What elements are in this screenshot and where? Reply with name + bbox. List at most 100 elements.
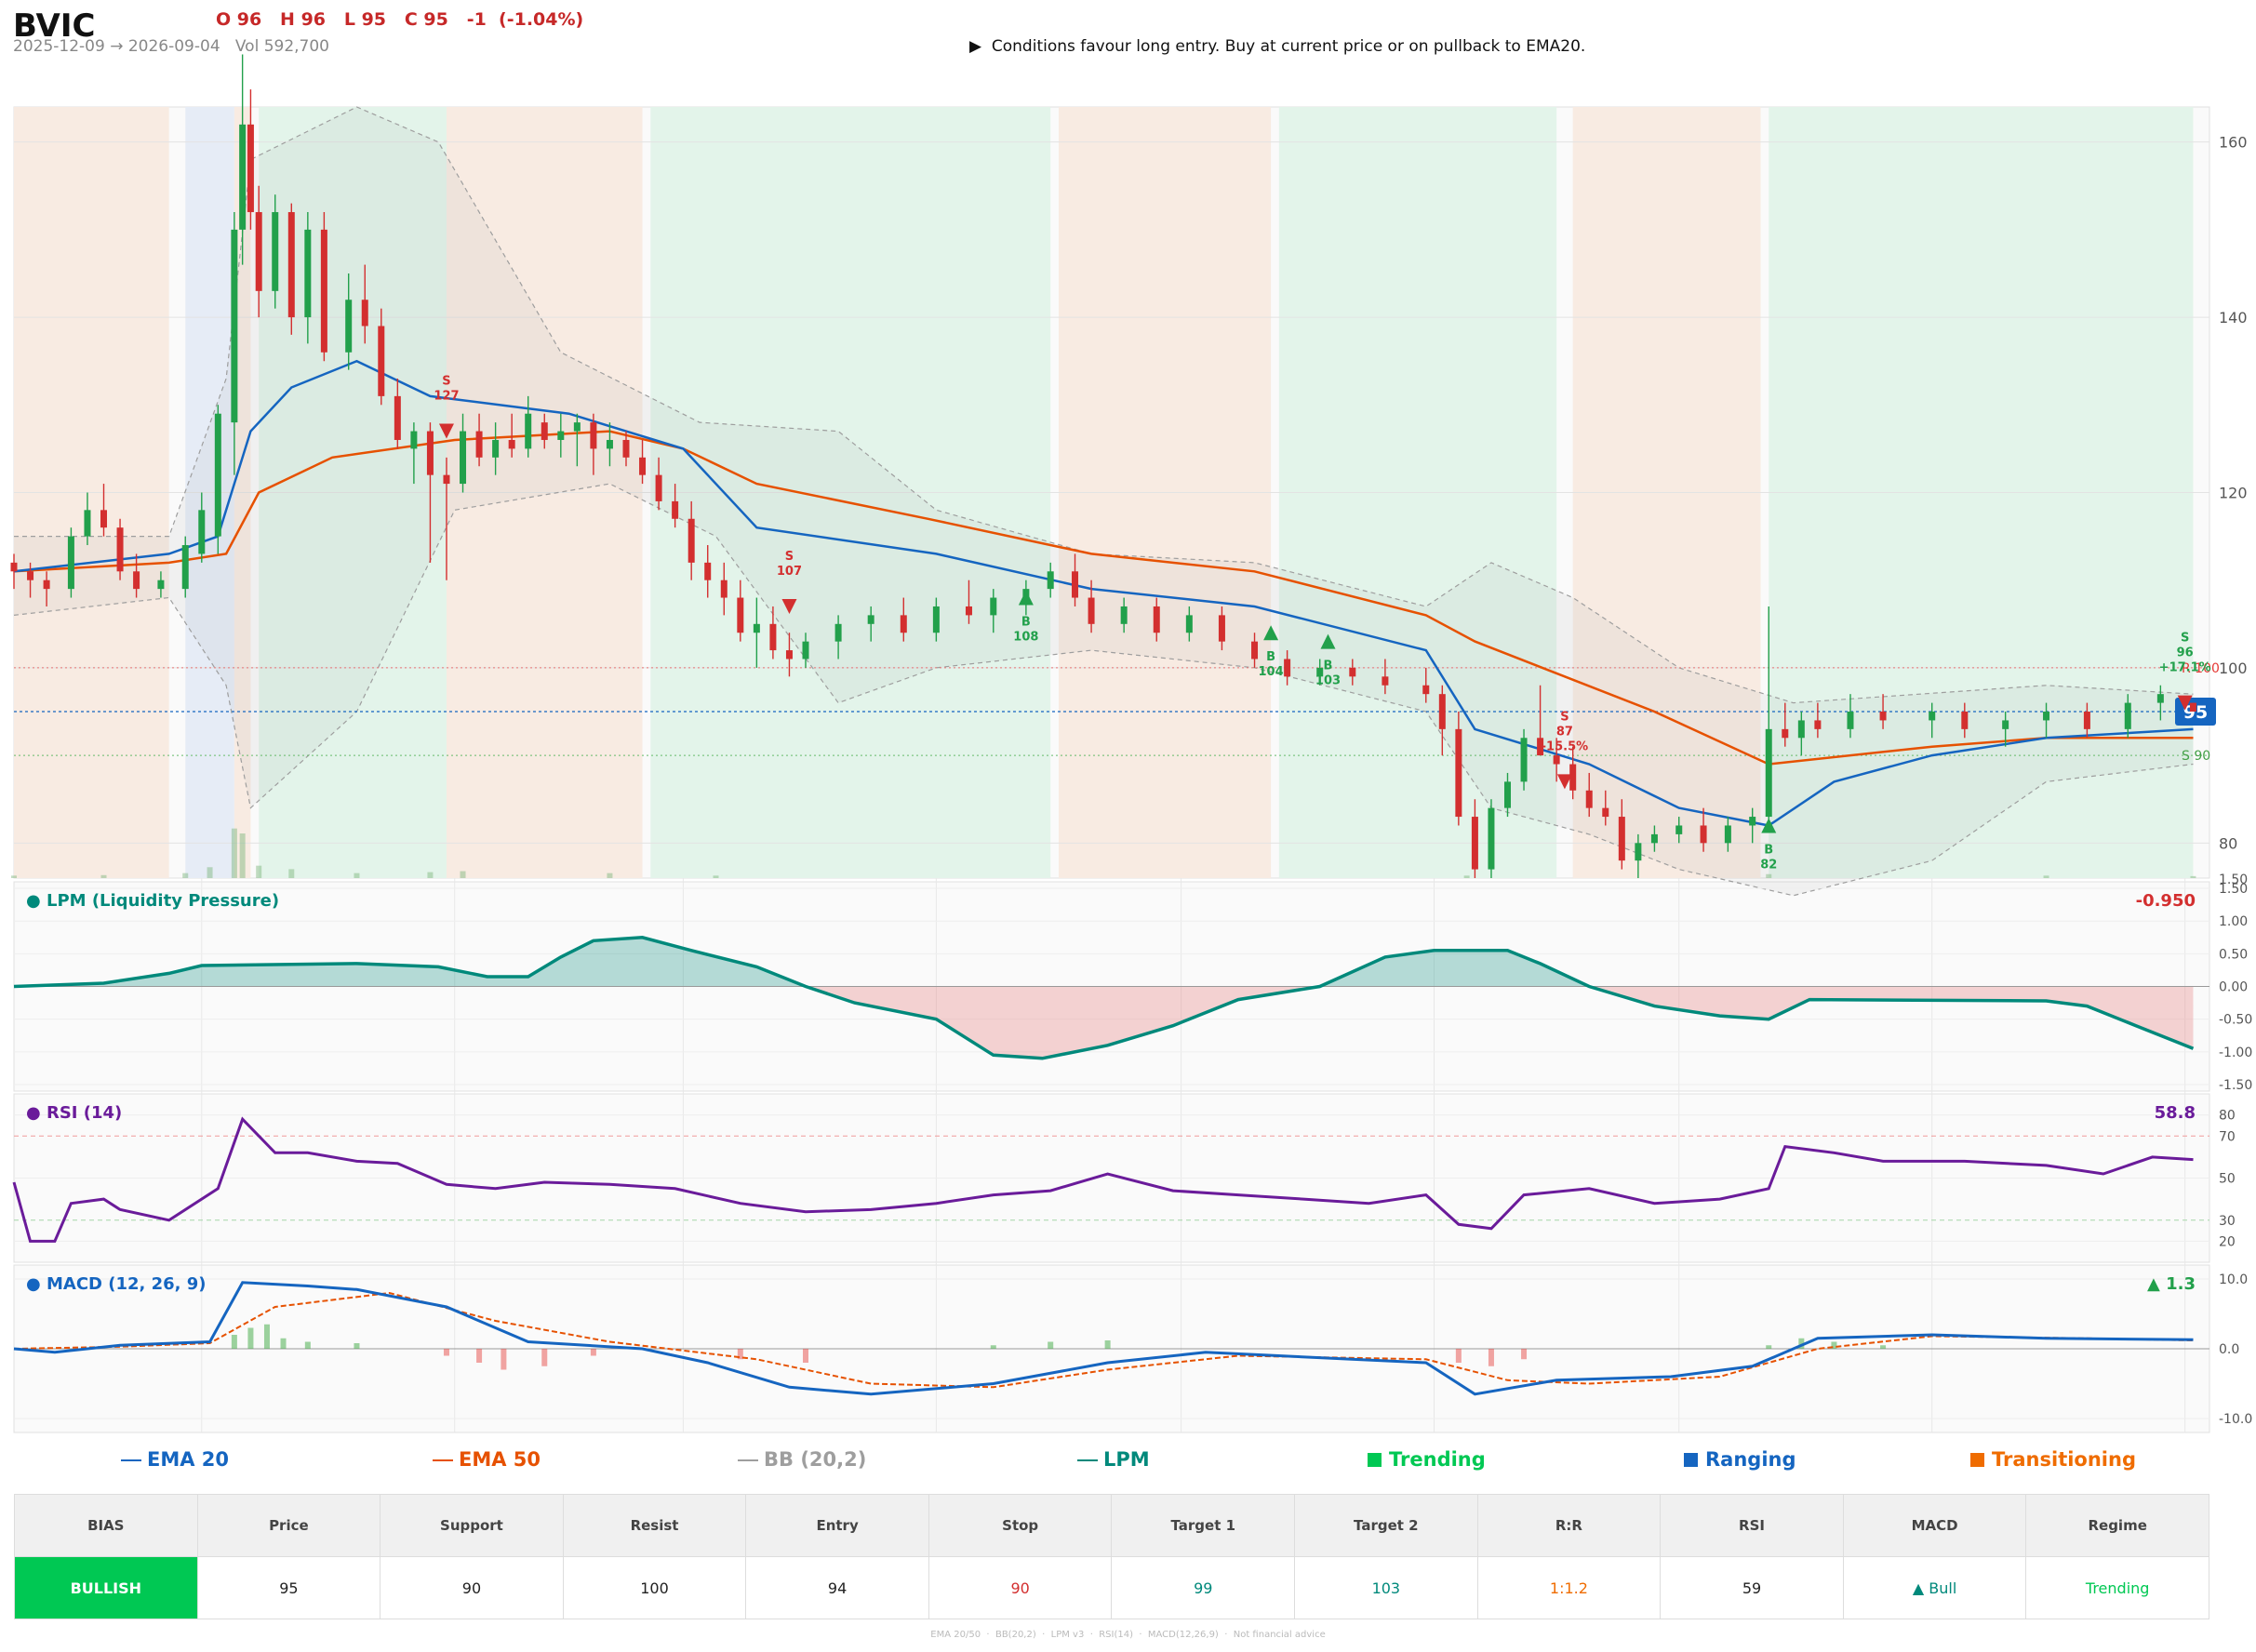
lpm-y-tick: 1.00 bbox=[2219, 914, 2248, 929]
candle-body bbox=[557, 431, 565, 440]
macd-histogram-bar bbox=[1048, 1341, 1054, 1349]
candle-body bbox=[255, 212, 262, 291]
legend-item: Transitioning bbox=[1970, 1448, 2136, 1471]
volume-bar bbox=[231, 828, 237, 878]
signal-value: 103 bbox=[1315, 674, 1341, 688]
legend-line-icon bbox=[738, 1459, 758, 1461]
candle-body bbox=[639, 457, 647, 475]
candle-body bbox=[525, 413, 532, 449]
candle-body bbox=[394, 395, 401, 440]
rsi-y-tick: 50 bbox=[2219, 1172, 2236, 1187]
candle-body bbox=[1700, 825, 1707, 844]
candle-body bbox=[10, 562, 18, 572]
candle-body bbox=[1961, 712, 1969, 729]
candle-body bbox=[590, 422, 597, 449]
candle-body bbox=[2002, 720, 2009, 729]
candle-body bbox=[606, 439, 613, 449]
legend-label: EMA 20 bbox=[147, 1448, 230, 1471]
candle-body bbox=[867, 615, 874, 624]
signal-return: -15.5% bbox=[1542, 739, 1589, 753]
price-y-tick: 140 bbox=[2219, 309, 2248, 326]
legend-line-icon bbox=[1077, 1459, 1098, 1461]
lpm-current-value: -0.950 bbox=[2136, 891, 2196, 911]
candle-body bbox=[769, 623, 777, 651]
candle-body bbox=[239, 124, 247, 230]
bollinger-lower-line bbox=[13, 483, 2194, 897]
summary-header-cell: Price bbox=[196, 1494, 381, 1557]
support-label: S 90 bbox=[2182, 749, 2210, 764]
candle-body bbox=[1153, 606, 1160, 633]
summary-header-cell: MACD bbox=[1842, 1494, 2027, 1557]
buy-signal-marker bbox=[1320, 633, 1336, 649]
candle-body bbox=[2124, 702, 2131, 729]
last-price-label: 95 bbox=[2183, 702, 2208, 723]
macd-y-tick: 10.0 bbox=[2219, 1272, 2248, 1287]
candle-body bbox=[492, 439, 500, 458]
candle-body bbox=[932, 606, 940, 633]
candle-body bbox=[1088, 597, 1095, 624]
candle-body bbox=[2156, 694, 2164, 703]
signal-value: 82 bbox=[1760, 858, 1777, 872]
volume-bar bbox=[11, 875, 17, 878]
macd-histogram-bar bbox=[590, 1349, 596, 1356]
candle-body bbox=[1724, 825, 1731, 844]
candle-body bbox=[460, 431, 467, 485]
buy-signal-marker bbox=[1018, 590, 1034, 606]
signal-value: 127 bbox=[434, 390, 459, 404]
sell-signal-marker bbox=[1556, 774, 1572, 790]
candle-body bbox=[720, 580, 728, 598]
legend-line-icon bbox=[433, 1459, 453, 1461]
sell-signal-marker bbox=[781, 598, 797, 614]
legend-square-icon bbox=[1684, 1453, 1698, 1467]
summary-header-cell: Regime bbox=[2025, 1494, 2209, 1557]
volume-bar bbox=[460, 871, 466, 878]
signal-label: B bbox=[1021, 616, 1031, 630]
candle-body bbox=[1782, 728, 1789, 739]
summary-value-cell: 100 bbox=[562, 1556, 747, 1619]
volume-y-tick: 1.50 bbox=[2219, 873, 2248, 887]
legend-label: Trending bbox=[1389, 1448, 1486, 1471]
summary-header-cell: Entry bbox=[745, 1494, 929, 1557]
lpm-y-tick: 0.50 bbox=[2219, 947, 2248, 962]
candle-body bbox=[753, 623, 760, 633]
summary-value-cell: 99 bbox=[1111, 1556, 1296, 1619]
macd-histogram-bar bbox=[1488, 1349, 1494, 1366]
candle-body bbox=[965, 606, 972, 616]
candle-body bbox=[378, 326, 385, 396]
legend-item: EMA 20 bbox=[121, 1448, 229, 1471]
summary-value-cell: 90 bbox=[380, 1556, 564, 1619]
macd-histogram-bar bbox=[1831, 1341, 1837, 1349]
candle-body bbox=[304, 229, 312, 318]
macd-histogram-bar bbox=[1880, 1345, 1887, 1349]
candle-body bbox=[157, 580, 165, 590]
lpm-y-tick: -0.50 bbox=[2219, 1013, 2252, 1028]
summary-value-cell: 95 bbox=[196, 1556, 381, 1619]
lpm-y-tick: 1.50 bbox=[2219, 882, 2248, 897]
macd-line bbox=[13, 1281, 2194, 1396]
macd-histogram-bar bbox=[231, 1335, 237, 1349]
volume-bar bbox=[2190, 875, 2196, 878]
legend-item: EMA 50 bbox=[433, 1448, 541, 1471]
summary-header-cell: BIAS bbox=[14, 1494, 198, 1557]
signal-value: 96 bbox=[2177, 646, 2194, 660]
candle-body bbox=[1422, 685, 1430, 695]
candle-body bbox=[1382, 676, 1389, 686]
candle-body bbox=[116, 527, 124, 572]
candle-body bbox=[785, 650, 793, 659]
macd-title: ● MACD (12, 26, 9) bbox=[26, 1274, 207, 1294]
candle-body bbox=[1749, 817, 1756, 826]
macd-histogram-bar bbox=[304, 1341, 311, 1349]
macd-histogram-bar bbox=[541, 1349, 548, 1366]
candle-body bbox=[1585, 790, 1593, 808]
trade-advice: ▶ Conditions favour long entry. Buy at c… bbox=[969, 37, 1586, 56]
lpm-positive-area bbox=[14, 937, 2194, 987]
candle-body bbox=[1553, 755, 1560, 765]
macd-histogram-bar bbox=[443, 1349, 449, 1356]
indicator-chart: Jan '26Feb '26Mar '26Apr '26May '26Jun '… bbox=[10, 54, 2252, 1446]
candle-body bbox=[2083, 712, 2090, 729]
macd-signal-line bbox=[13, 1291, 2194, 1389]
legend-item: LPM bbox=[1077, 1448, 1150, 1471]
candle-body bbox=[900, 615, 907, 633]
candle-body bbox=[1765, 728, 1772, 818]
